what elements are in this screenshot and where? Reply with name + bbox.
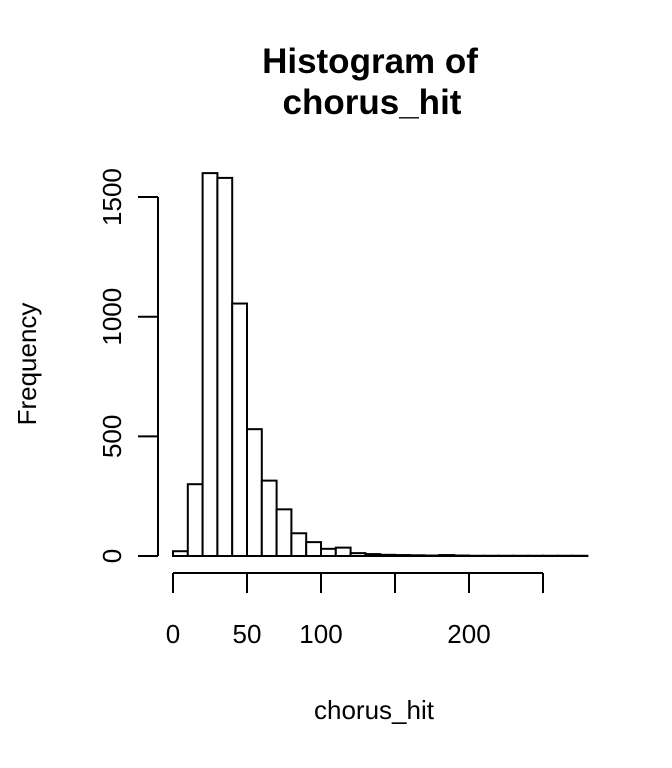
histogram-bar: [260, 479, 278, 558]
histogram-bars: [172, 172, 589, 558]
y-tick-label: 1000: [97, 288, 127, 346]
y-axis: 0 500 1000 1500: [97, 168, 159, 563]
histogram-bar: [246, 428, 263, 557]
x-axis: 0 50 100 200: [166, 572, 544, 649]
histogram-bar: [320, 547, 337, 557]
histogram-bar: [186, 483, 204, 557]
x-tick-label: 100: [299, 619, 342, 649]
y-axis-label: Frequency: [12, 303, 42, 426]
x-tick-label: 50: [233, 619, 262, 649]
y-tick-label: 0: [97, 549, 127, 563]
histogram-bar: [334, 546, 352, 558]
histogram-bar: [231, 302, 248, 558]
y-tick-label: 1500: [97, 168, 127, 226]
y-tick-label: 500: [97, 415, 127, 458]
histogram-bar: [216, 176, 234, 557]
histogram-bar: [201, 172, 219, 557]
chart-title-line2: chorus_hit: [283, 83, 462, 122]
histogram-bar: [305, 541, 323, 558]
x-axis-label: chorus_hit: [314, 695, 435, 725]
chart-title-line1: Histogram of: [262, 42, 478, 81]
x-tick-label: 200: [447, 619, 490, 649]
x-tick-label: 0: [166, 619, 180, 649]
histogram-bar: [290, 532, 308, 557]
histogram-bar: [275, 508, 293, 557]
